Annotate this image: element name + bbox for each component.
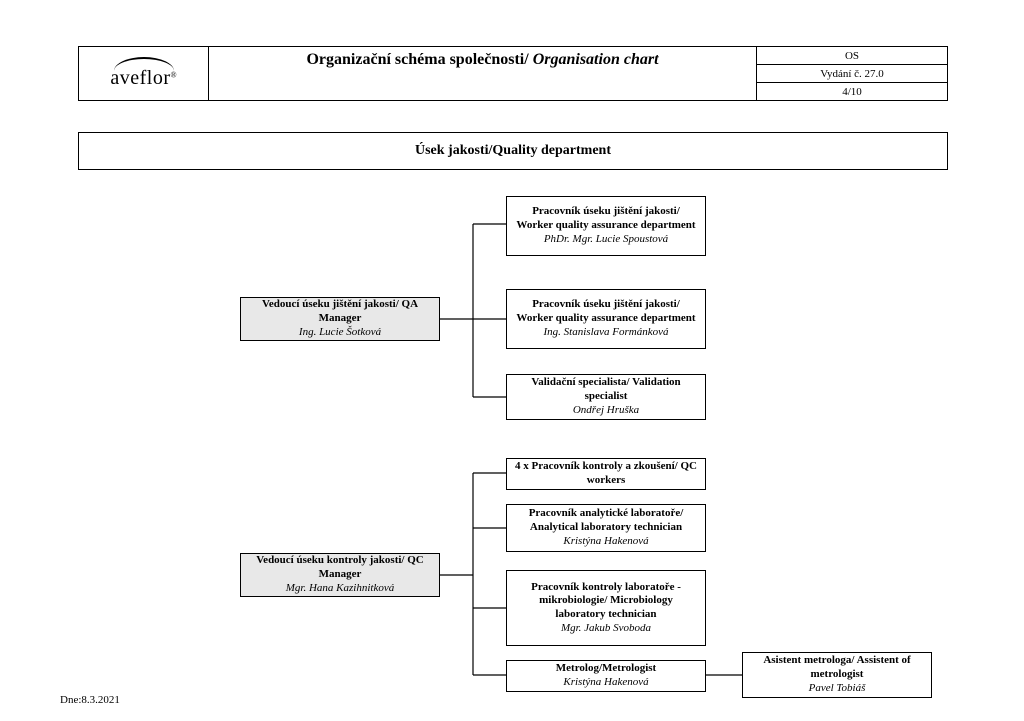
header-page-number: 4/10 [757,83,947,100]
assistant-title: Asistent metrologa/ Assistent of metrolo… [749,654,925,682]
header-edition: Vydání č. 27.0 [757,65,947,83]
microbio-person: Mgr. Jakub Svoboda [561,622,651,636]
node-validation-specialist: Validační specialista/ Validation specia… [506,374,706,420]
node-qa-worker-2: Pracovník úseku jištění jakosti/ Worker … [506,289,706,349]
node-microbiology-lab-tech: Pracovník kontroly laboratoře - mikrobio… [506,570,706,646]
microbio-title: Pracovník kontroly laboratoře - mikrobio… [513,581,699,622]
qa-worker-2-title: Pracovník úseku jištění jakosti/ Worker … [513,298,699,326]
title-en: Organisation chart [529,51,659,68]
metrologist-person: Kristýna Hakenová [563,676,648,690]
header-table: aveflor® Organizační schéma společnosti/… [78,46,948,101]
assistant-person: Pavel Tobiáš [809,682,866,696]
header-title: Organizační schéma společnosti/ Organisa… [209,47,757,100]
validation-person: Ondřej Hruška [573,404,639,418]
qc-manager-title: Vedoucí úseku kontroly jakosti/ QC Manag… [247,554,433,582]
validation-title: Validační specialista/ Validation specia… [513,376,699,404]
header-code: OS [757,47,947,65]
qa-manager-title: Vedoucí úseku jištění jakosti/ QA Manage… [247,298,433,326]
node-metrologist: Metrolog/Metrologist Kristýna Hakenová [506,660,706,692]
node-qa-worker-1: Pracovník úseku jištění jakosti/ Worker … [506,196,706,256]
header-right: OS Vydání č. 27.0 4/10 [757,47,947,100]
department-banner: Úsek jakosti/Quality department [78,132,948,170]
page: aveflor® Organizační schéma společnosti/… [0,0,1024,721]
footer-date: Dne:8.3.2021 [60,694,120,706]
qa-worker-1-title: Pracovník úseku jištění jakosti/ Worker … [513,205,699,233]
node-analytical-lab-tech: Pracovník analytické laboratoře/ Analyti… [506,504,706,552]
node-metrologist-assistant: Asistent metrologa/ Assistent of metrolo… [742,652,932,698]
qa-worker-2-person: Ing. Stanislava Formánková [544,326,669,340]
metrologist-title: Metrolog/Metrologist [556,662,656,676]
node-qc-manager: Vedoucí úseku kontroly jakosti/ QC Manag… [240,553,440,597]
qa-manager-person: Ing. Lucie Šotková [299,326,381,340]
logo-text: aveflor® [110,67,176,90]
qc-workers-title: 4 x Pracovník kontroly a zkoušení/ QC wo… [513,460,699,488]
title-cz: Organizační schéma společnosti/ [306,51,528,68]
logo-cell: aveflor® [79,47,209,100]
qc-manager-person: Mgr. Hana Kazihnitková [286,582,394,596]
node-qc-workers: 4 x Pracovník kontroly a zkoušení/ QC wo… [506,458,706,490]
analytical-title: Pracovník analytické laboratoře/ Analyti… [513,507,699,535]
qa-worker-1-person: PhDr. Mgr. Lucie Spoustová [544,233,668,247]
analytical-person: Kristýna Hakenová [563,535,648,549]
node-qa-manager: Vedoucí úseku jištění jakosti/ QA Manage… [240,297,440,341]
